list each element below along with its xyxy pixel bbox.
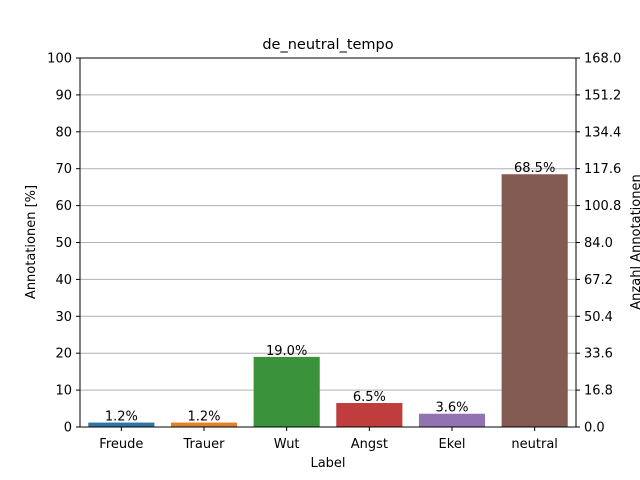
left-tick-label: 90 — [55, 88, 72, 103]
right-tick-label: 134.4 — [584, 125, 621, 140]
right-tick-label: 100.8 — [584, 199, 621, 214]
data-label: 1.2% — [105, 410, 138, 425]
bar-freude — [88, 422, 155, 427]
left-tick-label: 80 — [55, 125, 72, 140]
x-tick-label: Wut — [274, 437, 300, 452]
right-tick-label: 151.2 — [584, 88, 621, 103]
left-tick-label: 60 — [55, 199, 72, 214]
bar-wut — [253, 356, 320, 427]
x-tick-label: Angst — [351, 437, 388, 452]
left-tick-label: 70 — [55, 162, 72, 177]
left-tick-label: 20 — [55, 347, 72, 362]
chart-title: de_neutral_tempo — [262, 37, 393, 53]
x-tick-label: Ekel — [439, 437, 466, 452]
left-tick-label: 10 — [55, 384, 72, 399]
y-axis-label: Annotationen [%] — [24, 185, 39, 299]
left-tick-label: 40 — [55, 273, 72, 288]
data-label: 68.5% — [514, 161, 555, 176]
right-tick-label: 67.2 — [584, 273, 613, 288]
bars — [88, 174, 568, 427]
right-tick-label: 0.0 — [584, 421, 605, 436]
bar-neutral — [501, 174, 568, 427]
data-label: 6.5% — [353, 390, 386, 405]
right-tick-label: 168.0 — [584, 52, 621, 67]
right-tick-label: 117.6 — [584, 162, 621, 177]
x-tick-label: Freude — [99, 437, 143, 452]
right-y-axis-label: Anzahl Annotationen — [629, 174, 640, 309]
data-label: 19.0% — [266, 344, 307, 359]
left-tick-label: 50 — [55, 236, 72, 251]
bar-ekel — [418, 413, 486, 427]
data-labels: 1.2% 1.2% 19.0% 6.5% 3.6% 68.5% — [105, 161, 556, 424]
x-axis-label: Label — [310, 456, 345, 471]
data-label: 1.2% — [187, 410, 220, 425]
bar-angst — [336, 403, 403, 427]
right-tick-label: 84.0 — [584, 236, 613, 251]
x-axis: Freude Trauer Wut Angst Ekel neutral — [99, 427, 558, 452]
left-tick-label: 0 — [64, 421, 72, 436]
right-y-axis: 0.0 16.8 33.6 50.4 67.2 84.0 100.8 117.6 134.4 15… — [576, 52, 621, 436]
left-tick-label: 100 — [47, 52, 72, 67]
x-tick-label: neutral — [511, 437, 558, 452]
left-y-axis: 0 10 20 30 40 50 60 70 80 90 100 — [47, 52, 80, 436]
right-tick-label: 16.8 — [584, 384, 613, 399]
left-tick-label: 30 — [55, 310, 72, 325]
bar-trauer — [170, 422, 238, 427]
right-tick-label: 50.4 — [584, 310, 613, 325]
data-label: 3.6% — [435, 401, 468, 416]
right-tick-label: 33.6 — [584, 347, 613, 362]
x-tick-label: Trauer — [183, 437, 226, 452]
